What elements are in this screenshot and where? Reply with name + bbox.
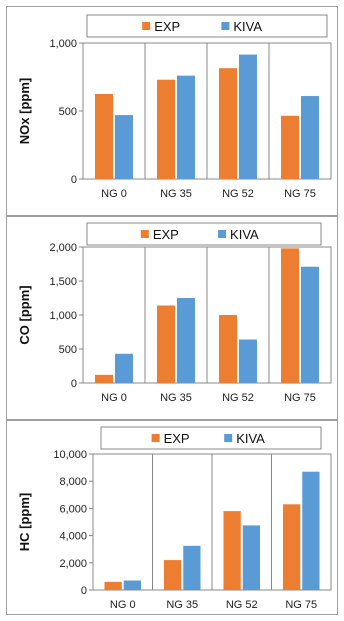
co-legend bbox=[86, 222, 322, 246]
nox-y-tick-label: 500 bbox=[59, 106, 77, 118]
hc-y-tick-label: 10,000 bbox=[53, 449, 87, 461]
co-bar-exp bbox=[95, 374, 113, 383]
hc-y-tick-label: 0 bbox=[81, 585, 87, 597]
hc-legend-swatch-exp bbox=[151, 434, 160, 442]
nox-bar-exp bbox=[219, 68, 237, 179]
hc-y-tick-label: 8,000 bbox=[59, 476, 87, 488]
nox-bar-kiva bbox=[239, 54, 257, 180]
nox-legend-label-exp: EXP bbox=[154, 19, 180, 34]
co-bar-exp bbox=[219, 315, 237, 383]
hc-legend bbox=[100, 426, 322, 450]
co-chart: 0 500 1,000 1,500 2,000 NG 0 NG 35 NG 52 NG 75 CO… bbox=[17, 222, 332, 404]
hc-bar-exp bbox=[282, 504, 301, 590]
nox-bar-exp bbox=[281, 115, 299, 179]
hc-chart-panel: 0 2,000 4,000 6,000 8,000 10,000 NG 0 NG 35 NG 5… bbox=[6, 420, 338, 615]
nox-legend bbox=[86, 14, 328, 38]
co-y-tick-label: 1,500 bbox=[49, 276, 77, 288]
nox-y-tick-label: 0 bbox=[71, 174, 77, 186]
nox-bar-exp bbox=[157, 79, 175, 179]
co-x-tick-label: NG 52 bbox=[222, 392, 254, 404]
co-bar-kiva bbox=[301, 266, 319, 383]
hc-legend-label-exp: EXP bbox=[164, 431, 190, 446]
co-legend-label-kiva: KIVA bbox=[230, 227, 259, 242]
co-bar-exp bbox=[281, 248, 299, 383]
hc-x-tick-label: NG 52 bbox=[226, 599, 258, 611]
nox-x-tick-label: NG 75 bbox=[284, 188, 316, 200]
hc-bar-exp bbox=[163, 560, 182, 590]
co-chart-panel: 0 500 1,000 1,500 2,000 NG 0 NG 35 NG 52 NG 75 CO… bbox=[6, 216, 338, 420]
hc-y-tick-label: 4,000 bbox=[59, 531, 87, 543]
hc-bar-exp bbox=[104, 581, 122, 590]
nox-bar-kiva bbox=[301, 96, 319, 179]
nox-y-axis-label: NOx [ppm] bbox=[17, 78, 32, 144]
hc-bar-kiva bbox=[302, 471, 320, 590]
co-y-tick-label: 500 bbox=[59, 344, 77, 356]
nox-legend-swatch-kiva bbox=[221, 22, 230, 30]
co-y-tick-label: 2,000 bbox=[49, 242, 77, 254]
hc-chart: 0 2,000 4,000 6,000 8,000 10,000 NG 0 NG 35 NG 5… bbox=[17, 426, 332, 611]
nox-chart: 0 500 1,000 NG 0 NG 35 NG 52 NG 75 NOx [ppm] EXP… bbox=[17, 14, 332, 200]
hc-y-axis-label: HC [ppm] bbox=[17, 493, 32, 552]
co-bar-exp bbox=[157, 305, 175, 383]
hc-x-tick-label: NG 0 bbox=[110, 599, 136, 611]
co-bar-kiva bbox=[115, 353, 133, 383]
co-legend-label-exp: EXP bbox=[153, 227, 179, 242]
nox-y-tick-label: 1,000 bbox=[49, 38, 77, 50]
nox-legend-label-kiva: KIVA bbox=[233, 19, 262, 34]
co-x-tick-label: NG 0 bbox=[101, 392, 127, 404]
co-y-axis-label: CO [ppm] bbox=[17, 285, 32, 344]
co-y-tick-label: 0 bbox=[71, 378, 77, 390]
hc-bar-exp bbox=[223, 511, 241, 590]
nox-legend-swatch-exp bbox=[142, 22, 151, 30]
nox-chart-panel: 0 500 1,000 NG 0 NG 35 NG 52 NG 75 NOx [ppm] EXP… bbox=[6, 6, 338, 216]
co-legend-swatch-kiva bbox=[218, 230, 227, 238]
hc-legend-label-kiva: KIVA bbox=[236, 431, 265, 446]
co-x-tick-label: NG 75 bbox=[284, 392, 316, 404]
co-x-tick-label: NG 35 bbox=[160, 392, 192, 404]
hc-legend-swatch-kiva bbox=[224, 434, 233, 442]
nox-bar-exp bbox=[95, 94, 113, 179]
nox-x-tick-label: NG 52 bbox=[222, 188, 254, 200]
hc-bar-kiva bbox=[183, 545, 201, 590]
nox-bar-kiva bbox=[115, 115, 133, 179]
hc-x-tick-label: NG 75 bbox=[285, 599, 317, 611]
nox-x-tick-label: NG 0 bbox=[101, 188, 127, 200]
hc-x-tick-label: NG 35 bbox=[166, 599, 198, 611]
hc-y-tick-label: 2,000 bbox=[59, 558, 87, 570]
hc-bar-kiva bbox=[123, 580, 142, 590]
hc-bar-kiva bbox=[242, 525, 261, 590]
co-legend-swatch-exp bbox=[140, 230, 149, 238]
co-bar-kiva bbox=[177, 298, 195, 383]
nox-x-tick-label: NG 35 bbox=[160, 188, 192, 200]
co-y-tick-label: 1,000 bbox=[49, 310, 77, 322]
nox-bar-kiva bbox=[177, 75, 195, 179]
co-bar-kiva bbox=[239, 339, 257, 383]
hc-y-tick-label: 6,000 bbox=[59, 503, 87, 515]
